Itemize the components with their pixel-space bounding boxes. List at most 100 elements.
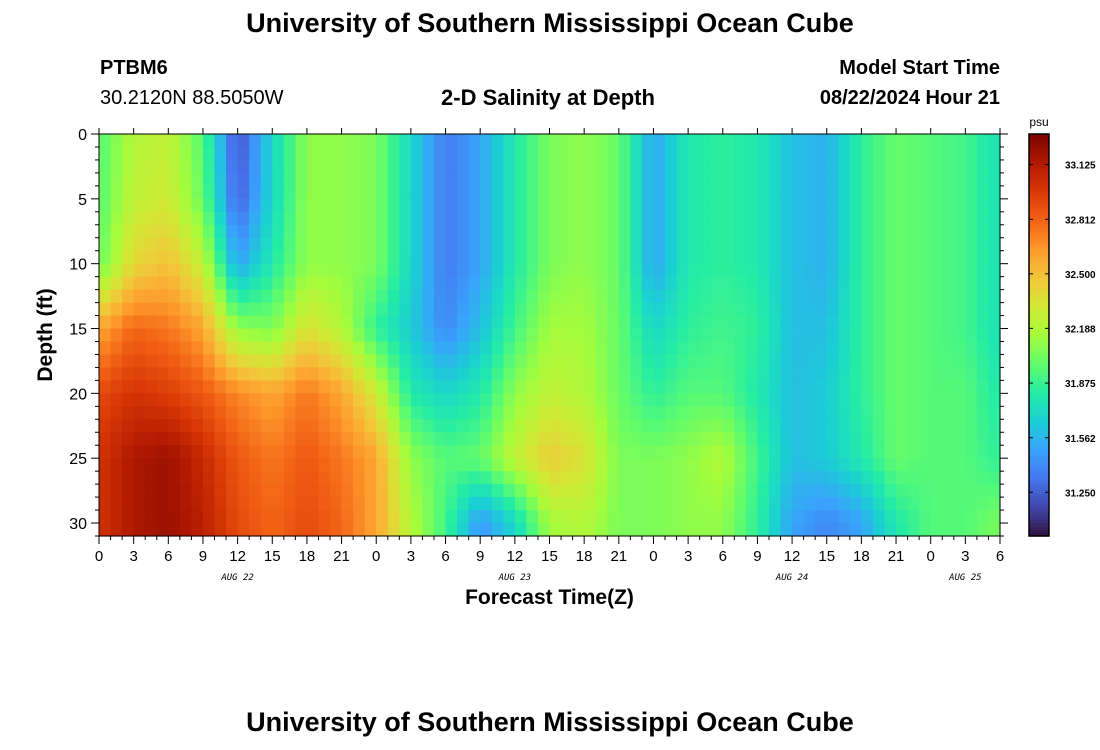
heatmap-cell bbox=[838, 471, 851, 485]
heatmap-cell bbox=[792, 471, 805, 485]
heatmap-cell bbox=[711, 510, 724, 524]
heatmap-cell bbox=[653, 159, 666, 174]
colorbar-unit: psu bbox=[1029, 115, 1048, 129]
heatmap-cell bbox=[884, 419, 897, 433]
heatmap-cell bbox=[618, 510, 631, 524]
heatmap-cell bbox=[330, 380, 343, 394]
heatmap-cell bbox=[607, 393, 620, 407]
heatmap-cell bbox=[630, 380, 643, 394]
heatmap-cell bbox=[191, 380, 204, 394]
heatmap-cell bbox=[537, 146, 551, 161]
heatmap-cell bbox=[688, 419, 701, 433]
heatmap-cell bbox=[410, 250, 424, 265]
heatmap-cell bbox=[318, 172, 331, 187]
heatmap-cell bbox=[768, 367, 782, 381]
heatmap-cell bbox=[907, 484, 920, 498]
heatmap-cell bbox=[699, 510, 712, 524]
heatmap-cell bbox=[422, 198, 435, 213]
heatmap-cell bbox=[110, 341, 123, 356]
heatmap-cell bbox=[988, 510, 1001, 524]
heatmap-cell bbox=[133, 419, 146, 433]
heatmap-cell bbox=[191, 159, 204, 174]
heatmap-cell bbox=[110, 510, 123, 524]
heatmap-cell bbox=[226, 380, 239, 394]
heatmap-cell bbox=[168, 354, 181, 369]
heatmap-cell bbox=[549, 159, 562, 174]
heatmap-cell bbox=[410, 315, 424, 330]
heatmap-cell bbox=[341, 250, 354, 265]
heatmap-cell bbox=[872, 406, 886, 420]
heatmap-cell bbox=[757, 393, 770, 407]
heatmap-cell bbox=[410, 406, 424, 420]
heatmap-cell bbox=[688, 393, 701, 407]
heatmap-cell bbox=[722, 497, 735, 511]
heatmap-cell bbox=[711, 419, 724, 433]
heatmap-cell bbox=[480, 185, 493, 200]
heatmap-cell bbox=[872, 159, 886, 174]
heatmap-cell bbox=[249, 419, 262, 433]
heatmap-cell bbox=[457, 315, 470, 330]
heatmap-cell bbox=[491, 159, 504, 174]
heatmap-cell bbox=[734, 445, 747, 459]
heatmap-cell bbox=[618, 393, 631, 407]
heatmap-cell bbox=[826, 497, 839, 511]
heatmap-cell bbox=[433, 198, 447, 213]
heatmap-cell bbox=[768, 146, 782, 161]
heatmap-cell bbox=[283, 315, 296, 330]
heatmap-cell bbox=[491, 393, 504, 407]
heatmap-cell bbox=[422, 328, 435, 343]
heatmap-cell bbox=[306, 302, 320, 317]
heatmap-cell bbox=[480, 211, 493, 226]
heatmap-cell bbox=[422, 510, 435, 524]
heatmap-cell bbox=[976, 185, 990, 200]
heatmap-cell bbox=[861, 250, 874, 265]
heatmap-cell bbox=[110, 328, 123, 343]
heatmap-cell bbox=[226, 497, 239, 511]
heatmap-cell bbox=[907, 276, 920, 291]
heatmap-cell bbox=[341, 497, 354, 511]
heatmap-cell bbox=[549, 341, 562, 356]
heatmap-cell bbox=[561, 250, 574, 265]
heatmap-cell bbox=[341, 406, 354, 420]
heatmap-cell bbox=[526, 523, 539, 537]
heatmap-cell bbox=[364, 250, 377, 265]
heatmap-cell bbox=[561, 328, 574, 343]
heatmap-cell bbox=[503, 172, 516, 187]
heatmap-cell bbox=[306, 224, 320, 239]
heatmap-cell bbox=[549, 497, 562, 511]
heatmap-cell bbox=[826, 276, 839, 291]
heatmap-cell bbox=[745, 276, 759, 291]
heatmap-cell bbox=[318, 458, 331, 472]
heatmap-cell bbox=[422, 419, 435, 433]
heatmap-cell bbox=[237, 380, 250, 394]
heatmap-cell bbox=[792, 393, 805, 407]
heatmap-cell bbox=[734, 341, 747, 356]
heatmap-cell bbox=[584, 146, 597, 161]
heatmap-cell bbox=[942, 328, 955, 343]
heatmap-cell bbox=[249, 406, 262, 420]
heatmap-cell bbox=[595, 523, 608, 537]
heatmap-cell bbox=[145, 432, 158, 446]
heatmap-cell bbox=[919, 159, 932, 174]
heatmap-cell bbox=[699, 484, 712, 498]
heatmap-cell bbox=[272, 185, 285, 200]
heatmap-cell bbox=[122, 406, 135, 420]
heatmap-cell bbox=[630, 445, 643, 459]
heatmap-cell bbox=[514, 419, 527, 433]
heatmap-cell bbox=[826, 523, 839, 537]
colorbar-cell bbox=[1029, 522, 1049, 527]
heatmap-cell bbox=[468, 328, 481, 343]
x-tick-label: 9 bbox=[753, 548, 761, 565]
heatmap-cell bbox=[849, 341, 862, 356]
heatmap-cell bbox=[410, 432, 424, 446]
heatmap-cell bbox=[618, 159, 631, 174]
heatmap-cell bbox=[133, 224, 146, 239]
heatmap-cell bbox=[896, 484, 909, 498]
heatmap-cell bbox=[722, 146, 735, 161]
heatmap-cell bbox=[930, 224, 943, 239]
heatmap-cell bbox=[561, 367, 574, 381]
heatmap-cell bbox=[122, 367, 135, 381]
heatmap-cell bbox=[526, 276, 539, 291]
heatmap-cell bbox=[156, 159, 169, 174]
heatmap-cell bbox=[618, 250, 631, 265]
